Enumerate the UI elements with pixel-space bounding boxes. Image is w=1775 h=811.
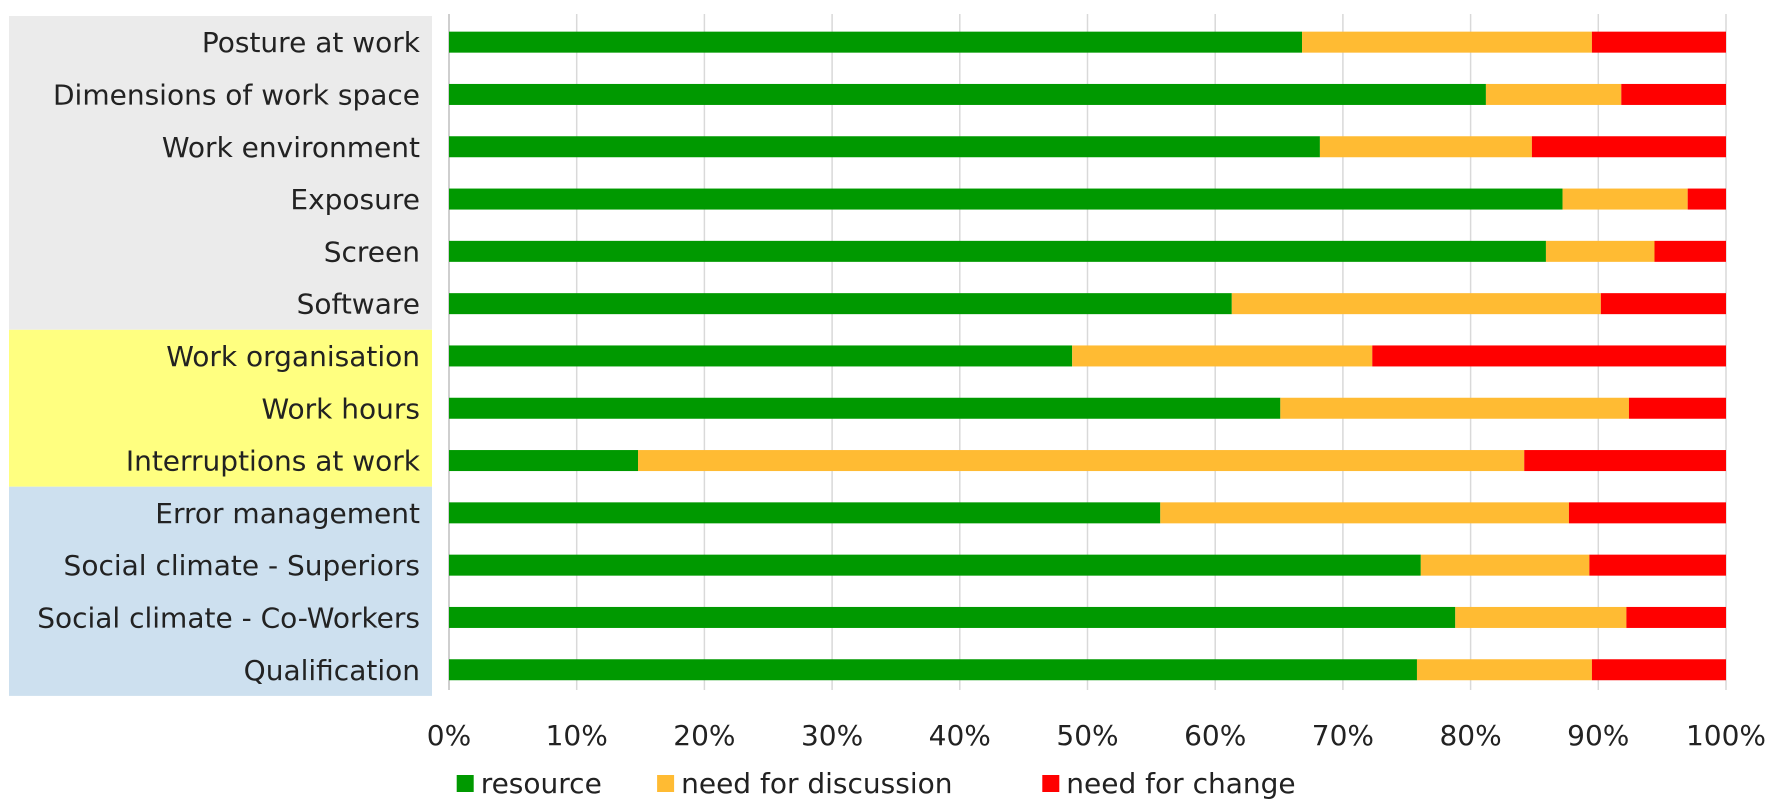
bar-resource-1	[449, 83, 1486, 105]
bar-need-for-change-7	[1628, 397, 1726, 419]
bar-need-for-change-3	[1687, 188, 1726, 210]
legend-label: need for change	[1066, 767, 1295, 800]
category-labels: Posture at work Dimensions of work space W…	[37, 26, 421, 687]
category-label: Qualification	[244, 654, 420, 687]
category-label: Work environment	[162, 131, 420, 164]
bar-resource-3	[449, 188, 1563, 210]
bar-resource-6	[449, 345, 1073, 367]
bar-need-for-discussion-5	[1231, 293, 1601, 315]
bar-need-for-change-11	[1626, 606, 1726, 628]
bar-resource-0	[449, 31, 1303, 53]
x-tick-label: 10%	[546, 719, 608, 752]
bar-need-for-change-9	[1568, 502, 1726, 524]
bar-resource-12	[449, 659, 1417, 681]
x-tick-label: 60%	[1184, 719, 1246, 752]
bar-need-for-change-1	[1621, 83, 1726, 105]
legend-swatch-need-for-change	[1042, 775, 1060, 792]
category-group-band-0	[9, 16, 432, 330]
x-tick-label: 100%	[1686, 719, 1766, 752]
bar-resource-7	[449, 397, 1281, 419]
bar-need-for-discussion-6	[1072, 345, 1373, 367]
bar-need-for-discussion-4	[1545, 240, 1655, 262]
x-tick-label: 90%	[1567, 719, 1629, 752]
bars	[449, 31, 1726, 681]
bar-resource-8	[449, 450, 638, 472]
legend-label: resource	[481, 767, 602, 800]
bar-need-for-discussion-3	[1562, 188, 1688, 210]
category-label: Screen	[324, 235, 420, 268]
bar-need-for-change-12	[1591, 659, 1726, 681]
category-label: Work organisation	[166, 340, 420, 373]
bar-need-for-discussion-8	[637, 450, 1525, 472]
x-tick-label: 80%	[1439, 719, 1501, 752]
bar-need-for-discussion-11	[1455, 606, 1627, 628]
bar-resource-2	[449, 136, 1320, 158]
bar-need-for-change-2	[1531, 136, 1726, 158]
bar-resource-9	[449, 502, 1161, 524]
bar-need-for-discussion-1	[1485, 83, 1622, 105]
bar-resource-5	[449, 293, 1232, 315]
category-label: Interruptions at work	[126, 445, 421, 478]
x-tick-label: 30%	[801, 719, 863, 752]
bar-need-for-discussion-10	[1420, 554, 1590, 576]
legend-label: need for discussion	[681, 767, 952, 800]
x-tick-label: 50%	[1056, 719, 1118, 752]
bar-need-for-change-10	[1589, 554, 1726, 576]
bar-need-for-discussion-2	[1319, 136, 1532, 158]
category-label: Social climate - Superiors	[64, 549, 420, 582]
bar-need-for-discussion-0	[1302, 31, 1592, 53]
bar-need-for-change-4	[1654, 240, 1726, 262]
bar-resource-4	[449, 240, 1546, 262]
bar-need-for-change-6	[1372, 345, 1726, 367]
category-group-bands	[9, 16, 432, 696]
category-label: Dimensions of work space	[53, 78, 420, 111]
x-tick-labels: 0% 10% 20% 30% 40% 50% 60% 70% 80% 90% 100%	[427, 719, 1766, 752]
legend-swatch-need-for-discussion	[657, 775, 675, 792]
x-tick-label: 40%	[929, 719, 991, 752]
legend-swatch-resource	[456, 775, 474, 792]
x-tick-label: 70%	[1312, 719, 1374, 752]
bar-need-for-change-8	[1524, 450, 1726, 472]
bar-resource-11	[449, 606, 1456, 628]
bar-resource-10	[449, 554, 1421, 576]
bar-need-for-discussion-12	[1416, 659, 1592, 681]
category-label: Software	[297, 288, 420, 321]
bar-need-for-discussion-9	[1160, 502, 1569, 524]
category-group-band-1	[9, 329, 432, 487]
category-label: Work hours	[261, 392, 420, 425]
bar-need-for-discussion-7	[1280, 397, 1629, 419]
bar-need-for-change-0	[1591, 31, 1726, 53]
legend: resource need for discussion need for chan…	[456, 767, 1296, 800]
category-label: Error management	[155, 497, 420, 530]
x-tick-label: 0%	[427, 719, 471, 752]
x-tick-label: 20%	[673, 719, 735, 752]
category-label: Posture at work	[202, 26, 421, 59]
category-label: Exposure	[290, 183, 420, 216]
bar-need-for-change-5	[1600, 293, 1726, 315]
category-label: Social climate - Co-Workers	[37, 601, 420, 634]
category-group-band-2	[9, 486, 432, 696]
